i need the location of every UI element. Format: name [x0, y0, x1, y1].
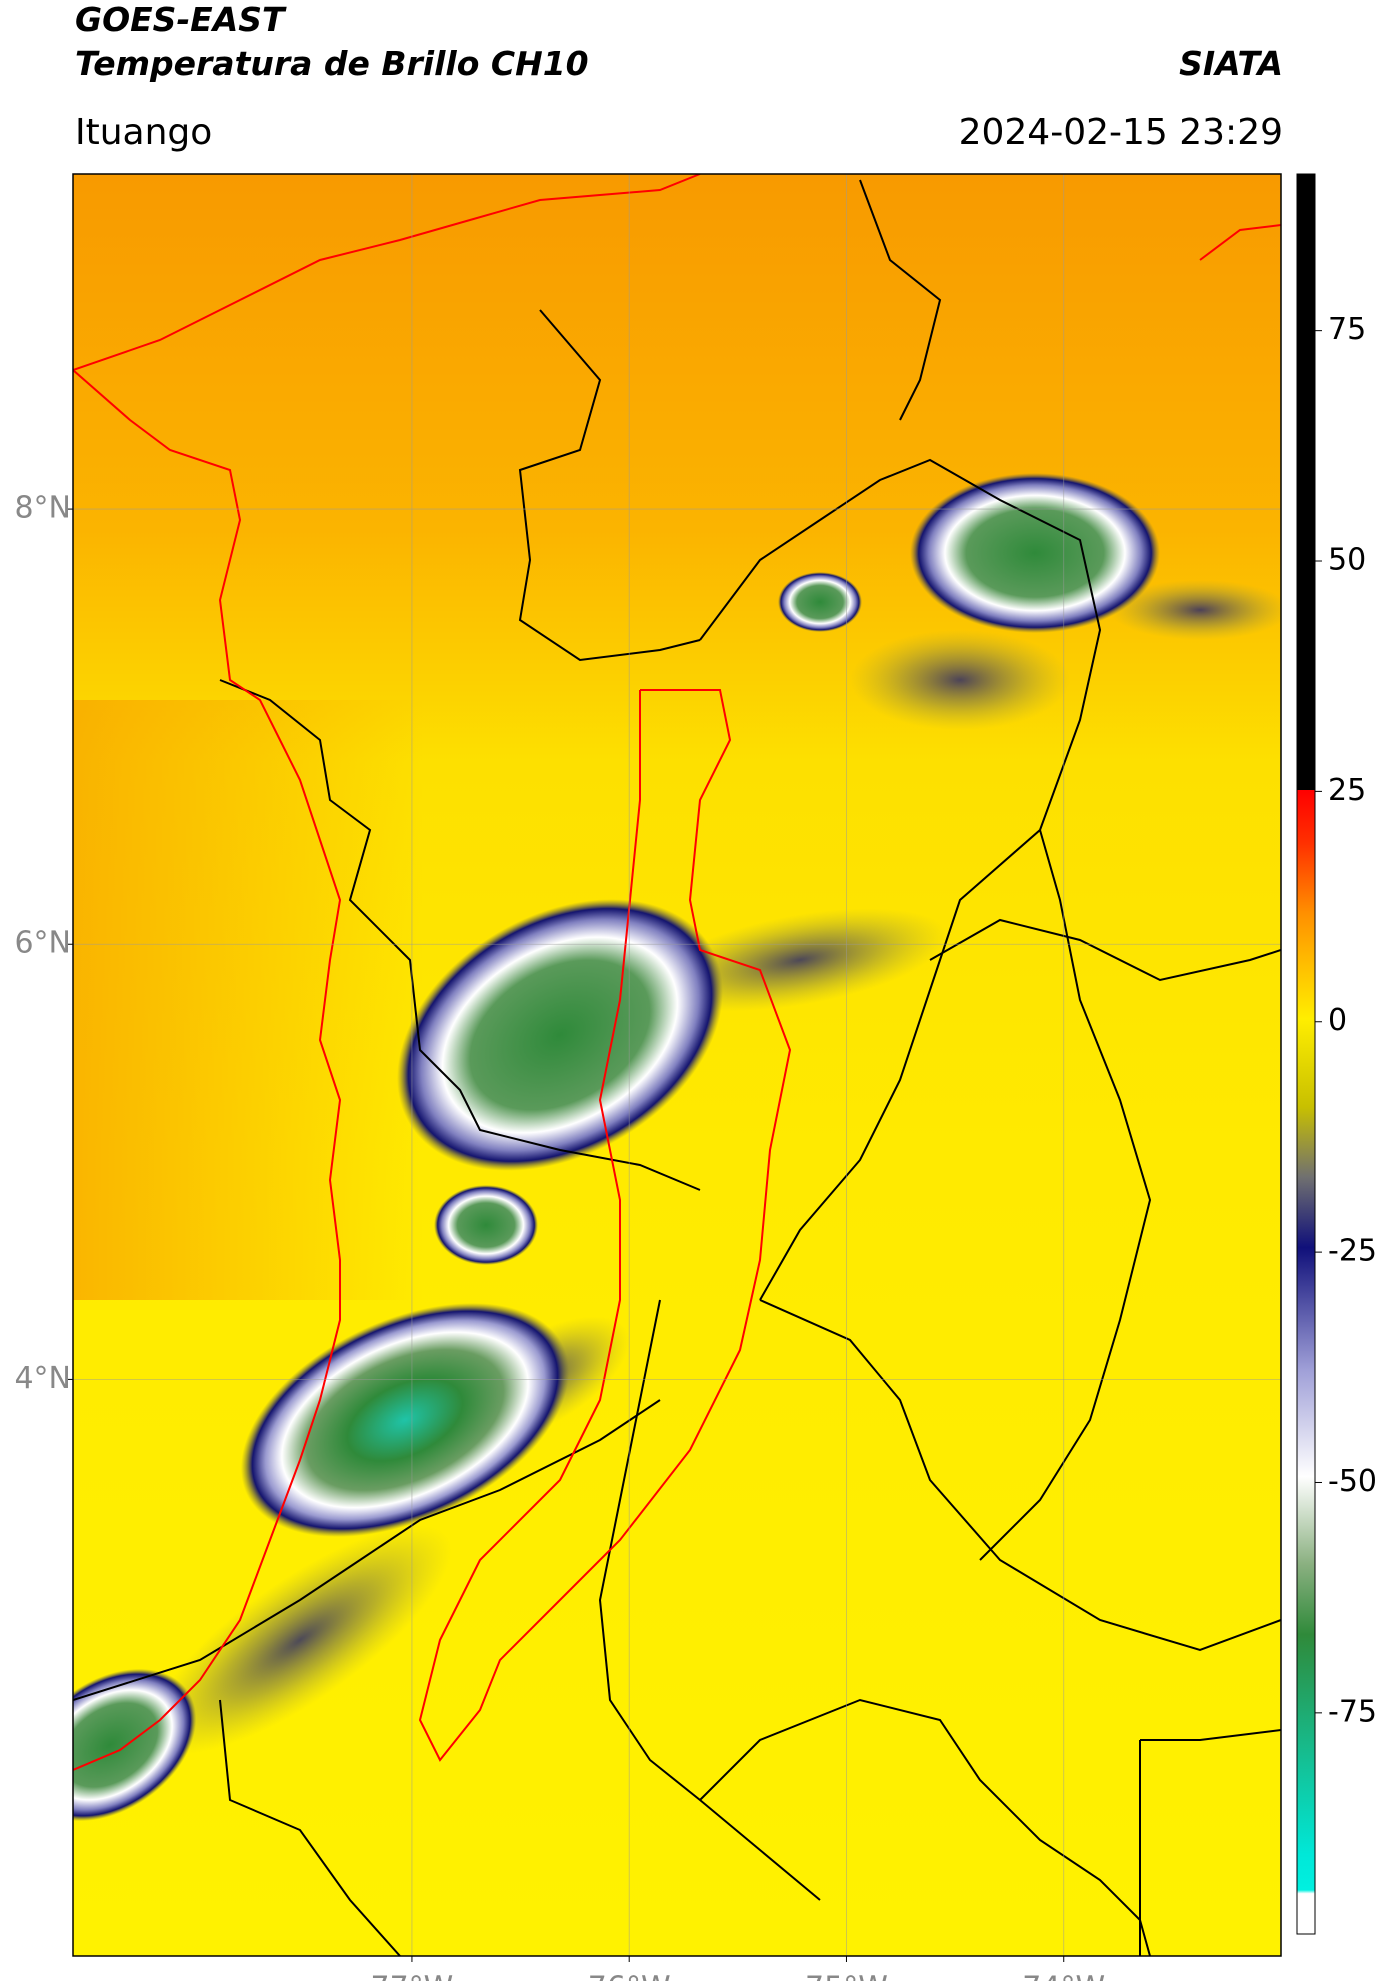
cloud: [434, 1185, 538, 1265]
coast: [73, 369, 342, 1771]
basin-boundary: [418, 689, 792, 1762]
border: [929, 918, 1281, 982]
source: SIATA: [1179, 44, 1283, 83]
cloud: [73, 1668, 197, 1822]
colorbar-tick-label: 75: [1328, 312, 1366, 347]
colorbar-tick-label: 50: [1328, 543, 1366, 578]
pacific-shade: [73, 700, 423, 1300]
cloud: [397, 899, 723, 1171]
coast: [73, 174, 701, 371]
y-tick-label: 6°N: [14, 926, 71, 961]
border: [759, 1299, 1281, 1652]
colorbar-tick-label: -50: [1328, 1464, 1377, 1499]
cloud-haze: [850, 630, 1070, 730]
border: [699, 458, 1102, 1301]
cloud-haze: [1110, 580, 1281, 640]
cloud-haze: [148, 1525, 452, 1755]
cloud: [910, 473, 1160, 633]
x-tick-label: 75°W: [805, 1971, 888, 1981]
ticks: 77°W 76°W 75°W 74°W 8°N 6°N 4°N 75 50 25 0 -25 -50 -7…: [14, 312, 1377, 1981]
map-frame: [72, 173, 1282, 1957]
grid: [73, 174, 1281, 1956]
colorbar-tick-label: -75: [1328, 1694, 1377, 1729]
border: [1140, 1729, 1281, 1741]
location: Ituango: [75, 112, 213, 153]
x-tick-label: 77°W: [371, 1971, 454, 1981]
coastline: [73, 174, 1281, 1771]
border: [219, 1699, 401, 1956]
title: GOES-EAST: [75, 0, 285, 39]
colorbar-tick-label: 0: [1328, 1003, 1347, 1038]
borders: [73, 179, 1281, 1956]
border: [518, 309, 701, 662]
border: [598, 1299, 821, 1901]
x-tick-label: 76°W: [588, 1971, 671, 1981]
border: [859, 179, 942, 421]
border: [979, 829, 1152, 1561]
colorbar: [1296, 173, 1316, 1935]
colorbar-tick-label: 25: [1328, 773, 1366, 808]
subtitle: Temperatura de Brillo CH10: [75, 44, 589, 83]
y-tick-label: 4°N: [14, 1361, 71, 1396]
datetime: 2024-02-15 23:29: [958, 112, 1283, 153]
cloud: [240, 1303, 570, 1537]
map-layer: [73, 174, 1281, 1956]
colorbar-tick-label: -25: [1328, 1234, 1377, 1269]
coast: [1199, 224, 1281, 261]
cloud: [778, 572, 862, 632]
border: [699, 1698, 1151, 1956]
border: [219, 679, 701, 1191]
x-tick-label: 74°W: [1022, 1971, 1105, 1981]
cloud-haze: [652, 908, 948, 1012]
border: [73, 1399, 661, 1701]
y-tick-label: 8°N: [14, 491, 71, 526]
